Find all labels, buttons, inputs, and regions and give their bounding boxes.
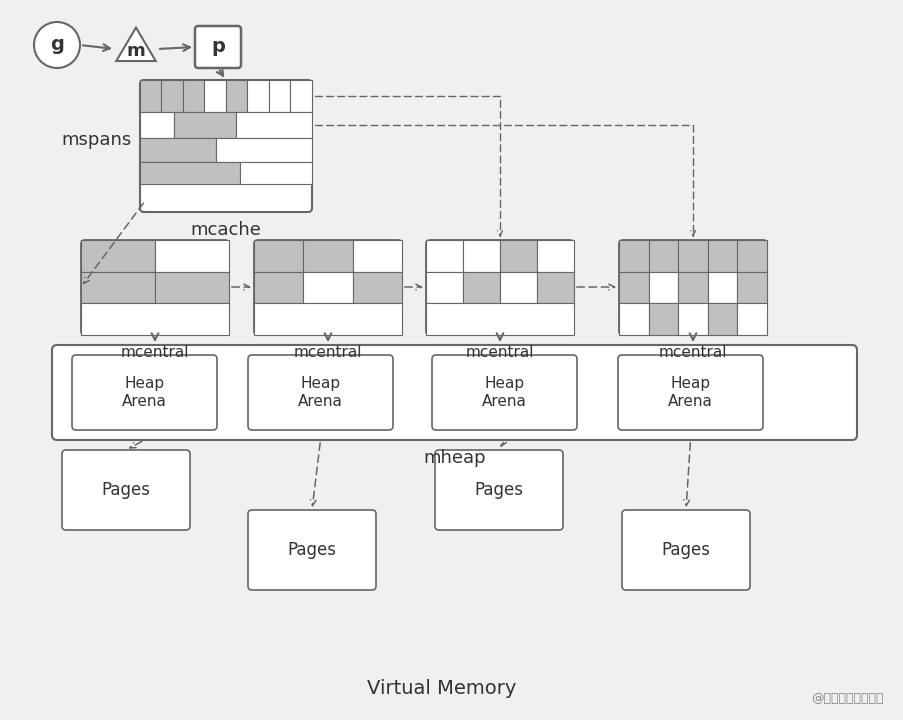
Bar — [236, 112, 312, 138]
Text: Arena: Arena — [122, 394, 167, 409]
Bar — [81, 303, 228, 335]
Bar — [619, 271, 647, 303]
Text: Arena: Arena — [481, 394, 526, 409]
Text: Pages: Pages — [474, 481, 523, 499]
Text: m: m — [126, 42, 145, 60]
Bar — [737, 303, 766, 335]
Bar — [707, 271, 737, 303]
Bar — [352, 240, 402, 271]
Text: Pages: Pages — [101, 481, 150, 499]
Bar — [140, 80, 162, 112]
Bar — [162, 80, 182, 112]
Bar — [140, 138, 216, 162]
Text: g: g — [50, 35, 64, 55]
Bar — [425, 240, 462, 271]
Text: Heap: Heap — [300, 376, 340, 391]
Circle shape — [34, 22, 79, 68]
Bar — [254, 303, 402, 335]
Text: mcentral: mcentral — [121, 346, 189, 361]
FancyBboxPatch shape — [81, 240, 228, 335]
Bar — [154, 271, 228, 303]
FancyBboxPatch shape — [432, 355, 576, 430]
Bar — [140, 112, 174, 138]
Bar — [425, 303, 573, 335]
Text: Heap: Heap — [670, 376, 710, 391]
Text: @稻土掘金技术社区: @稻土掘金技术社区 — [811, 691, 883, 704]
Bar — [254, 240, 303, 271]
Text: Arena: Arena — [298, 394, 342, 409]
Bar — [204, 80, 226, 112]
Bar — [81, 240, 154, 271]
FancyBboxPatch shape — [72, 355, 217, 430]
Bar — [81, 271, 154, 303]
Text: mcache: mcache — [191, 221, 261, 239]
Text: Heap: Heap — [125, 376, 164, 391]
Bar — [182, 80, 204, 112]
Bar — [462, 271, 499, 303]
Bar — [677, 240, 707, 271]
Bar — [619, 240, 647, 271]
Bar — [425, 271, 462, 303]
Bar — [536, 271, 573, 303]
Bar — [247, 80, 269, 112]
FancyBboxPatch shape — [619, 240, 766, 335]
FancyBboxPatch shape — [425, 240, 573, 335]
FancyBboxPatch shape — [618, 355, 762, 430]
FancyBboxPatch shape — [247, 355, 393, 430]
Text: mheap: mheap — [423, 449, 485, 467]
Text: p: p — [210, 37, 225, 56]
FancyBboxPatch shape — [254, 240, 402, 335]
Bar — [647, 303, 677, 335]
Bar — [269, 80, 290, 112]
Bar — [462, 240, 499, 271]
Bar — [174, 112, 236, 138]
Bar — [140, 162, 239, 184]
Text: Pages: Pages — [287, 541, 336, 559]
Polygon shape — [116, 27, 155, 61]
Text: Arena: Arena — [667, 394, 712, 409]
Bar — [290, 80, 312, 112]
Text: mcentral: mcentral — [293, 346, 362, 361]
Bar — [647, 240, 677, 271]
Bar — [619, 303, 647, 335]
Bar — [499, 240, 536, 271]
Bar — [352, 271, 402, 303]
FancyBboxPatch shape — [62, 450, 190, 530]
FancyBboxPatch shape — [621, 510, 749, 590]
Text: mcentral: mcentral — [465, 346, 534, 361]
FancyBboxPatch shape — [247, 510, 376, 590]
Bar — [737, 240, 766, 271]
Text: mspans: mspans — [61, 131, 132, 149]
Bar — [647, 271, 677, 303]
Text: Pages: Pages — [661, 541, 710, 559]
Text: mcentral: mcentral — [658, 346, 726, 361]
FancyBboxPatch shape — [140, 80, 312, 212]
FancyBboxPatch shape — [195, 26, 241, 68]
FancyBboxPatch shape — [52, 345, 856, 440]
Bar — [216, 138, 312, 162]
Bar — [303, 271, 352, 303]
Bar — [536, 240, 573, 271]
FancyBboxPatch shape — [434, 450, 563, 530]
Bar — [707, 303, 737, 335]
Bar — [239, 162, 312, 184]
Bar — [677, 271, 707, 303]
Bar — [154, 240, 228, 271]
Bar — [254, 271, 303, 303]
Text: Heap: Heap — [484, 376, 524, 391]
Bar — [677, 303, 707, 335]
Bar — [303, 240, 352, 271]
Bar — [226, 80, 247, 112]
Bar — [707, 240, 737, 271]
Text: Virtual Memory: Virtual Memory — [367, 678, 517, 698]
Bar — [499, 271, 536, 303]
Bar — [737, 271, 766, 303]
